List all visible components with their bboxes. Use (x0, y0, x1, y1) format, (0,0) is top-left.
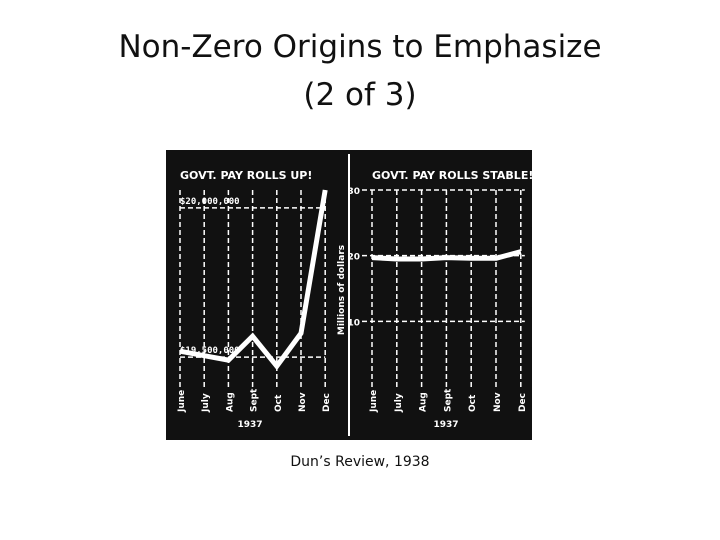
right-x-tick-label: June (369, 390, 379, 413)
left-x-tick-label: July (201, 393, 211, 413)
right-x-axis-label: 1937 (433, 420, 458, 430)
right-y-tick-label: 20 (347, 253, 360, 263)
right-y-tick-label: 10 (347, 318, 360, 328)
slide-title-line1: Non-Zero Origins to Emphasize (118, 29, 602, 65)
right-x-tick-label: Dec (518, 393, 528, 412)
left-x-tick-label: June (177, 390, 187, 413)
right-series-line (371, 249, 522, 262)
left-x-axis-label: 1937 (237, 420, 262, 430)
right-x-tick-label: Aug (419, 392, 429, 412)
right-gridlines (362, 189, 525, 387)
right-x-tick-label: Oct (468, 394, 478, 412)
chart-figure: GOVT. PAY ROLLS UP! GOVT. PAY ROLLS STAB… (166, 150, 532, 440)
left-level-label: $19,500,000 (180, 346, 240, 356)
left-x-tick-label: Nov (298, 392, 308, 412)
left-series-group (179, 189, 328, 371)
chart-svg: GOVT. PAY ROLLS UP! GOVT. PAY ROLLS STAB… (166, 150, 532, 440)
right-y-tick-label: 30 (347, 187, 360, 197)
right-y-axis-label: Millions of dollars (337, 245, 347, 335)
left-x-tick-label: Aug (225, 392, 235, 412)
left-axis-labels: June July Aug Sept Oct Nov Dec $20,000,000 $19,5… (177, 197, 332, 413)
left-x-tick-label: Dec (322, 393, 332, 412)
right-x-tick-label: Nov (493, 392, 503, 412)
left-x-tick-label: Sept (250, 388, 260, 412)
right-axis-labels: June July Aug Sept Oct Nov Dec 10 20 30 (347, 187, 527, 413)
right-x-tick-label: July (394, 393, 404, 413)
source-caption: Dun’s Review, 1938 (290, 454, 430, 470)
left-x-tick-label: Oct (274, 394, 284, 412)
left-chart-title: GOVT. PAY ROLLS UP! (180, 169, 312, 182)
left-level-label: $20,000,000 (180, 197, 240, 207)
right-x-tick-label: Sept (443, 388, 453, 412)
right-series-group (371, 249, 522, 262)
left-series-line (179, 189, 328, 371)
left-gridlines (179, 190, 326, 387)
right-chart-title: GOVT. PAY ROLLS STABLE! (372, 169, 532, 182)
slide-title-line2: (2 of 3) (303, 77, 417, 113)
